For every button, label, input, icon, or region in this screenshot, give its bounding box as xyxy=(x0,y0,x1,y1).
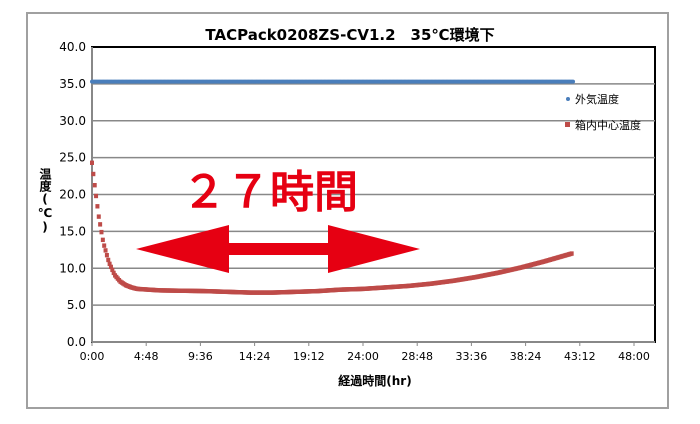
y-tick-label: 35.0 xyxy=(59,77,86,91)
y-tick-label: 25.0 xyxy=(59,151,86,165)
y-tick-label: 10.0 xyxy=(59,261,86,275)
x-tick-label: 19:12 xyxy=(293,350,325,363)
y-tick-label: 20.0 xyxy=(59,188,86,202)
x-tick-label: 24:00 xyxy=(347,350,379,363)
legend-label: 箱内中心温度 xyxy=(575,118,641,132)
data-point xyxy=(111,270,116,276)
x-tick-label: 14:24 xyxy=(239,350,271,363)
series-0 xyxy=(90,79,576,84)
x-tick-label: 33:36 xyxy=(456,350,488,363)
y-tick-label: 40.0 xyxy=(59,40,86,54)
chart-title: TACPack0208ZS-CV1.2 35℃環境下 xyxy=(205,26,494,44)
y-tick-label: 15.0 xyxy=(59,224,86,238)
series-1 xyxy=(90,160,574,295)
legend-marker xyxy=(565,122,570,127)
data-point xyxy=(103,248,108,253)
data-point xyxy=(94,193,99,199)
x-tick-label: 28:48 xyxy=(401,350,433,363)
data-point xyxy=(104,252,109,258)
data-point xyxy=(571,79,576,84)
x-tick-label: 4:48 xyxy=(134,350,159,363)
annotation-arrow xyxy=(136,225,420,273)
x-tick-label: 43:12 xyxy=(564,350,596,363)
x-tick-label: 0:00 xyxy=(80,350,105,363)
data-point xyxy=(99,229,104,235)
annotation-text: ２７時間 xyxy=(182,167,358,218)
double-arrow-icon xyxy=(136,225,420,273)
legend-marker xyxy=(566,97,570,101)
x-axis-label: 経過時間(hr) xyxy=(338,373,411,388)
data-point xyxy=(98,222,103,227)
data-point xyxy=(102,243,107,248)
data-point xyxy=(110,267,115,273)
x-tick-label: 48:00 xyxy=(618,350,650,363)
data-point xyxy=(91,171,96,177)
y-tick-label: 0.0 xyxy=(67,335,86,349)
y-tick-label: 5.0 xyxy=(67,298,86,312)
x-tick-label: 38:24 xyxy=(510,350,542,363)
data-point xyxy=(106,257,111,263)
x-tick-label: 9:36 xyxy=(188,350,213,363)
data-point xyxy=(90,160,94,165)
data-point xyxy=(100,237,105,243)
data-point xyxy=(96,214,101,219)
data-point xyxy=(108,264,113,270)
data-point xyxy=(107,261,112,267)
legend-label: 外気温度 xyxy=(575,92,619,106)
data-point xyxy=(92,183,97,188)
data-point xyxy=(95,204,100,209)
y-tick-label: 30.0 xyxy=(59,114,86,128)
data-point xyxy=(569,251,574,256)
y-axis-label: 温度(℃) xyxy=(38,168,52,234)
